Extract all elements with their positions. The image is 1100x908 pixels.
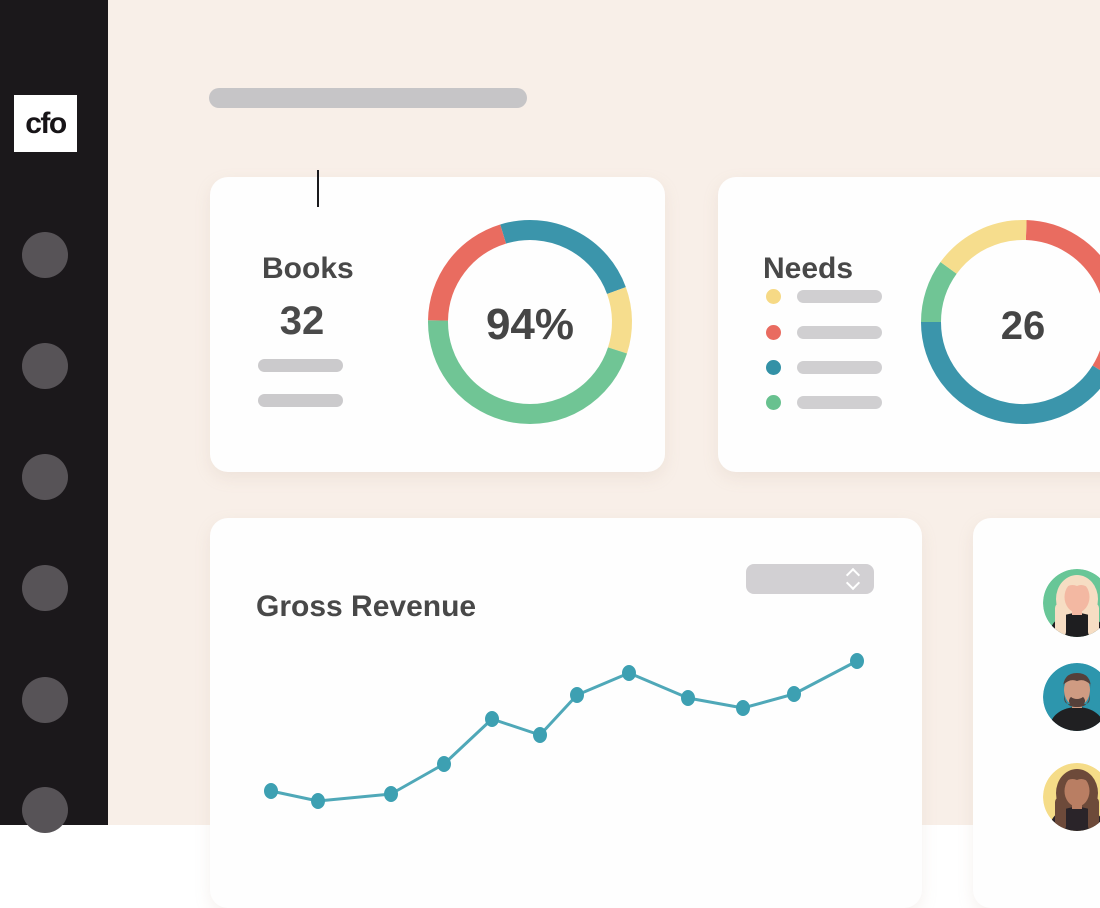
legend-dot-green [766,394,781,410]
avatar[interactable] [1043,569,1100,637]
legend-dot-yellow [766,288,781,304]
period-select[interactable] [746,564,874,594]
books-donut-center-label: 94% [485,300,575,349]
sidebar-nav-dot[interactable] [22,677,68,723]
legend-dot-teal [766,359,781,375]
sidebar-nav-dot[interactable] [22,232,68,278]
sidebar: cfo [0,0,108,833]
dashboard-page: { "palette": { "background": "#f8efe8", … [0,0,1100,833]
text-cursor [317,170,319,207]
books-card: Books 32 94% [210,177,665,472]
avatar[interactable] [1043,763,1100,831]
team-card [973,518,1100,908]
legend-label-placeholder [797,325,882,339]
needs-donut-center-label: 26 [1000,304,1046,348]
needs-donut-chart [921,220,1100,424]
sidebar-nav-dot[interactable] [22,343,68,389]
sidebar-nav-dot[interactable] [22,454,68,500]
books-placeholder-line [258,359,343,372]
legend-row [766,359,882,375]
legend-label-placeholder [797,289,882,303]
needs-card-title: Needs [763,251,854,285]
books-count: 32 [279,299,325,343]
legend-row [766,324,882,340]
books-placeholder-line [258,394,343,407]
legend-row [766,288,882,304]
legend-label-placeholder [797,360,882,374]
legend-label-placeholder [797,395,882,409]
legend-dot-red [766,324,781,340]
gross-revenue-card: Gross Revenue [210,518,922,908]
gross-revenue-title: Gross Revenue [256,589,477,623]
avatar[interactable] [1043,663,1100,731]
gross-revenue-line-chart [264,653,864,809]
cfo-logo-text: cfo [25,106,67,140]
sidebar-nav-dot[interactable] [22,787,68,833]
page-title-placeholder [209,88,527,108]
books-card-title: Books [262,251,354,285]
cfo-logo: cfo [14,95,77,152]
books-donut-chart [428,220,632,424]
legend-row [766,394,882,410]
needs-card: Needs 26 [718,177,1100,472]
sidebar-nav-dot[interactable] [22,565,68,611]
